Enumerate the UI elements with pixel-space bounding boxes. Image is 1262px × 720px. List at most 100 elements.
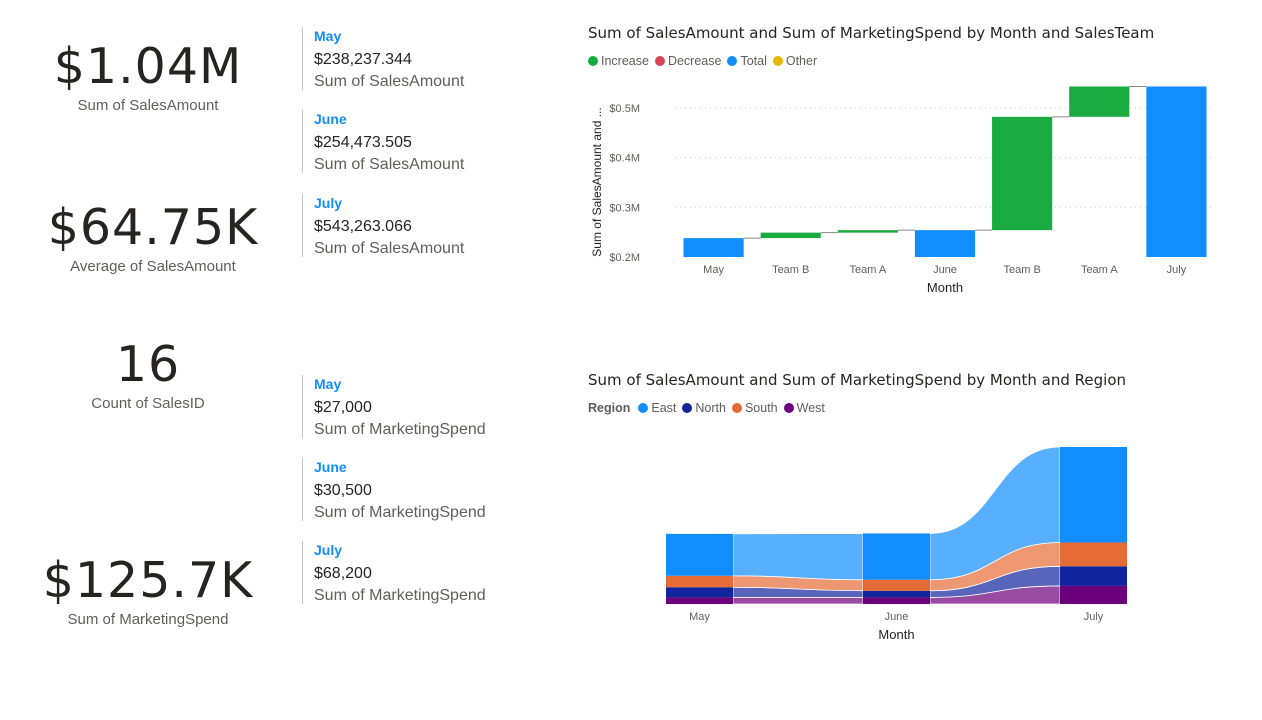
- y-axis-title: Sum of SalesAmount and ...: [590, 107, 604, 256]
- card-value: $27,000: [314, 399, 372, 416]
- legend-item-increase[interactable]: Increase: [588, 54, 649, 68]
- waterfall-bar: [914, 230, 976, 257]
- y-tick-label: $0.4M: [609, 153, 640, 165]
- kpi-average-sales: $64.75K Average of SalesAmount: [30, 203, 276, 275]
- card-label: Sum of SalesAmount: [314, 156, 465, 173]
- waterfall-bar: [760, 232, 821, 239]
- legend-dot-icon: [783, 403, 794, 413]
- sales-card-july: July $543,263.066 Sum of SalesAmount: [302, 194, 464, 257]
- kpi-value: $1.04M: [53, 38, 243, 95]
- ribbon-legend: Region East North South West: [588, 401, 831, 415]
- legend-item-south[interactable]: South: [731, 401, 778, 415]
- legend-label: West: [796, 401, 825, 415]
- x-tick-label: Team B: [1003, 264, 1040, 276]
- waterfall-title: Sum of SalesAmount and Sum of MarketingS…: [588, 24, 1155, 42]
- ribbon-column-segment: [1060, 542, 1127, 567]
- kpi-count-salesid: 16 Count of SalesID: [50, 340, 246, 412]
- waterfall-bar: [683, 238, 744, 257]
- ribbon-band: [732, 596, 864, 605]
- kpi-value: $64.75K: [47, 199, 259, 256]
- x-tick-label: June: [885, 611, 909, 623]
- ribbon-column-segment: [666, 587, 733, 598]
- x-tick-label: Team A: [1081, 264, 1118, 276]
- ribbon-column-segment: [863, 597, 930, 604]
- legend-item-west[interactable]: West: [783, 401, 825, 415]
- ribbon-chart: May June July Month: [666, 446, 1127, 642]
- ribbon-column-segment: [863, 533, 930, 580]
- card-month: July: [314, 542, 343, 558]
- x-tick-label: Team B: [772, 264, 809, 276]
- legend-dot-icon: [588, 56, 598, 66]
- card-value: $238,237.344: [314, 51, 412, 68]
- card-label: Sum of MarketingSpend: [314, 587, 486, 604]
- legend-dot-icon: [772, 56, 783, 66]
- x-axis-title: Month: [927, 280, 963, 295]
- legend-label: South: [744, 401, 778, 415]
- card-value: $254,473.505: [314, 134, 412, 151]
- legend-title: Region: [588, 401, 631, 415]
- legend-label: Other: [785, 54, 818, 68]
- legend-dot-icon: [731, 403, 742, 413]
- sales-card-june: June $254,473.505 Sum of SalesAmount: [302, 110, 464, 173]
- ribbon-column-segment: [666, 597, 733, 604]
- marketing-card-july: July $68,200 Sum of MarketingSpend: [302, 541, 486, 604]
- x-tick-label: May: [703, 264, 724, 276]
- card-month: June: [314, 459, 347, 475]
- sales-card-may: May $238,237.344 Sum of SalesAmount: [302, 27, 464, 90]
- kpi-label: Sum of SalesAmount: [77, 97, 219, 114]
- x-axis-title: Month: [878, 627, 914, 642]
- kpi-sum-marketing: $125.7K Sum of MarketingSpend: [30, 556, 266, 628]
- marketing-card-june: June $30,500 Sum of MarketingSpend: [302, 458, 486, 521]
- legend-label: North: [695, 401, 726, 415]
- ribbon-column-segment: [1060, 585, 1127, 604]
- legend-item-decrease[interactable]: Decrease: [654, 54, 722, 68]
- ribbon-column-segment: [666, 575, 733, 588]
- y-tick-label: $0.2M: [609, 252, 640, 264]
- card-value: $30,500: [314, 482, 372, 499]
- legend-label: Total: [740, 54, 767, 68]
- legend-label: East: [651, 401, 677, 415]
- waterfall-bar: [1146, 86, 1207, 257]
- card-label: Sum of MarketingSpend: [314, 504, 486, 521]
- kpi-sum-sales: $1.04M Sum of SalesAmount: [30, 42, 266, 114]
- y-tick-label: $0.3M: [609, 202, 640, 214]
- ribbon-band: [732, 533, 864, 581]
- legend-dot-icon: [727, 56, 738, 66]
- card-month: July: [314, 195, 343, 211]
- legend-label: Decrease: [667, 54, 722, 68]
- kpi-label: Average of SalesAmount: [70, 258, 236, 275]
- legend-dot-icon: [654, 56, 665, 66]
- legend-item-other[interactable]: Other: [772, 54, 818, 68]
- card-label: Sum of SalesAmount: [314, 240, 465, 257]
- legend-item-east[interactable]: East: [638, 401, 676, 415]
- ribbon-column-segment: [1060, 566, 1127, 586]
- legend-item-north[interactable]: North: [682, 401, 726, 415]
- ribbon-column-segment: [1060, 447, 1127, 543]
- ribbon-column-segment: [863, 590, 930, 598]
- legend-dot-icon: [682, 403, 693, 413]
- marketing-card-may: May $27,000 Sum of MarketingSpend: [302, 375, 486, 438]
- ribbon-title: Sum of SalesAmount and Sum of MarketingS…: [588, 371, 1127, 389]
- kpi-value: $125.7K: [42, 552, 254, 609]
- waterfall-bar: [837, 230, 898, 233]
- legend-dot-icon: [638, 403, 649, 413]
- x-tick-label: Team A: [850, 264, 887, 276]
- legend-item-total[interactable]: Total: [727, 54, 767, 68]
- x-tick-label: July: [1167, 264, 1187, 276]
- ribbon-column-segment: [863, 579, 930, 591]
- legend-label: Increase: [601, 54, 649, 68]
- y-tick-label: $0.5M: [609, 103, 640, 115]
- card-label: Sum of SalesAmount: [314, 73, 465, 90]
- waterfall-bar: [992, 116, 1053, 231]
- card-month: May: [314, 28, 342, 44]
- kpi-label: Count of SalesID: [91, 395, 205, 412]
- card-value: $543,263.066: [314, 218, 412, 235]
- kpi-label: Sum of MarketingSpend: [67, 611, 229, 628]
- card-month: May: [314, 376, 342, 392]
- card-month: June: [314, 111, 347, 127]
- x-tick-label: July: [1084, 611, 1104, 623]
- waterfall-bar: [1069, 86, 1130, 117]
- card-value: $68,200: [314, 565, 372, 582]
- ribbon-column-segment: [666, 533, 733, 576]
- waterfall-legend: Increase Decrease Total Other: [588, 54, 823, 68]
